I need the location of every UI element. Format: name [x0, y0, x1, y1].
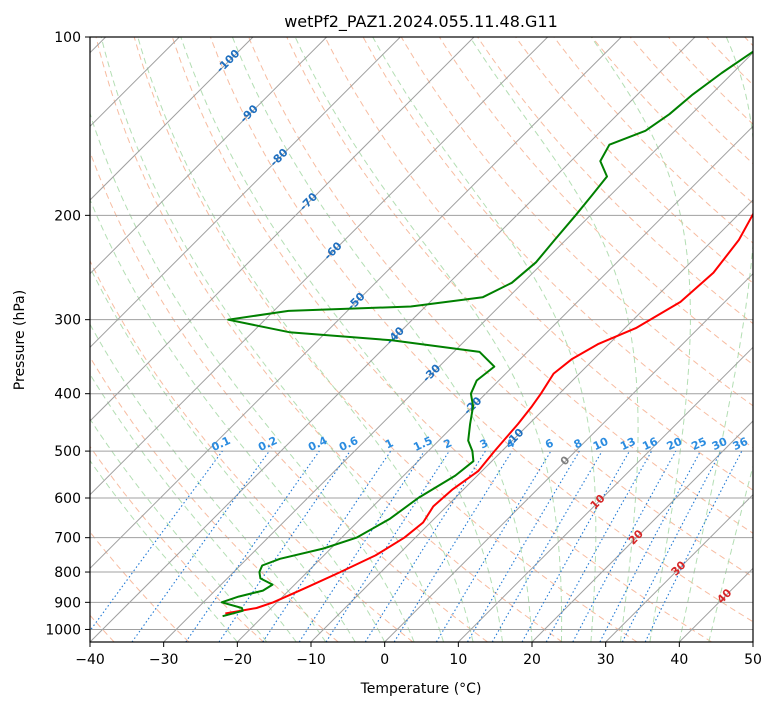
mixing-ratio-line	[436, 451, 551, 642]
dry-adiabat-line	[554, 37, 775, 642]
isotherm-label: -40	[384, 324, 407, 347]
mixing-ratio-line	[468, 451, 580, 642]
moist-adiabat-line	[591, 37, 690, 642]
mixing-ratio-label: 10	[591, 435, 611, 453]
moist-adiabat-line	[0, 141, 296, 642]
dry-adiabat-line	[516, 37, 775, 642]
isotherm-line	[164, 37, 769, 642]
mixing-ratio-label: 3	[478, 436, 490, 451]
y-tick-label: 1000	[45, 622, 81, 638]
isotherm-line	[237, 37, 775, 642]
x-axis-title: Temperature (°C)	[360, 681, 482, 697]
isotherm-line	[16, 37, 621, 642]
moist-adiabat-line	[138, 37, 473, 642]
x-tick-label: 0	[380, 652, 389, 668]
x-tick-label: 50	[744, 652, 762, 668]
isotherm-line	[0, 37, 253, 642]
mixing-ratio-line	[573, 451, 676, 642]
dry-adiabat-line	[0, 37, 189, 642]
mixing-ratio-line	[299, 451, 424, 642]
x-tick-label: 40	[670, 652, 688, 668]
moist-adiabat-line	[679, 37, 755, 642]
isotherm-line	[0, 37, 400, 642]
x-tick-label: 10	[449, 652, 467, 668]
isotherm-line	[0, 37, 474, 642]
y-tick-label: 500	[54, 444, 81, 460]
dry-adiabat-line	[707, 37, 775, 642]
chart-title: wetPf2_PAZ1.2024.055.11.48.G11	[284, 12, 558, 32]
x-tick-label: 20	[523, 652, 541, 668]
x-tick-label: −40	[75, 652, 105, 668]
moist-adiabat-line	[709, 37, 775, 642]
mixing-ratio-line	[522, 451, 629, 642]
dry-adiabat-line	[0, 37, 264, 642]
isotherm-line	[458, 37, 775, 642]
moist-adiabat-line	[75, 62, 414, 643]
isotherm-line	[532, 37, 775, 642]
y-axis-title: Pressure (hPa)	[12, 290, 28, 390]
isotherm-line	[679, 37, 775, 642]
mixing-ratio-label: 36	[731, 435, 751, 453]
isotherm-line	[753, 37, 775, 642]
moist-adiabat-line	[181, 37, 503, 642]
dry-adiabat-line	[478, 37, 775, 642]
y-tick-label: 100	[54, 30, 81, 46]
dry-adiabat-line	[592, 37, 775, 642]
dry-adiabat-line	[0, 37, 338, 642]
dry-adiabat-line	[745, 37, 775, 642]
x-tick-label: −10	[296, 652, 326, 668]
y-tick-label: 700	[54, 531, 81, 547]
moist-adiabat-line	[0, 181, 237, 642]
dry-adiabat-line	[58, 37, 488, 642]
y-tick-label: 300	[54, 313, 81, 329]
mixing-ratio-line	[600, 451, 701, 642]
x-tick-label: 30	[597, 652, 615, 668]
mixing-ratio-label: 20	[665, 435, 685, 453]
y-tick-label: 600	[54, 491, 81, 507]
isotherm-label: 20	[626, 527, 646, 547]
moist-adiabat-line	[373, 37, 596, 642]
mixing-ratio-label: 25	[689, 435, 708, 453]
mixing-ratio-label: 6	[543, 436, 556, 451]
dry-adiabat-line	[668, 37, 775, 642]
plot-frame	[90, 37, 753, 642]
dewpoint-line	[222, 37, 775, 616]
mixing-ratio-label: 16	[640, 435, 660, 453]
mixing-ratio-label: 30	[710, 435, 730, 453]
y-tick-label: 200	[54, 208, 81, 224]
mixing-ratio-label: 13	[618, 435, 637, 453]
mixing-ratio-line	[82, 451, 223, 642]
mixing-ratio-line	[326, 451, 449, 642]
y-tick-label: 900	[54, 595, 81, 611]
y-tick-label: 800	[54, 565, 81, 581]
y-tick-label: 400	[54, 387, 81, 403]
mixing-ratio-label: 2	[442, 436, 454, 451]
x-tick-label: −20	[223, 652, 253, 668]
x-tick-label: −30	[149, 652, 179, 668]
